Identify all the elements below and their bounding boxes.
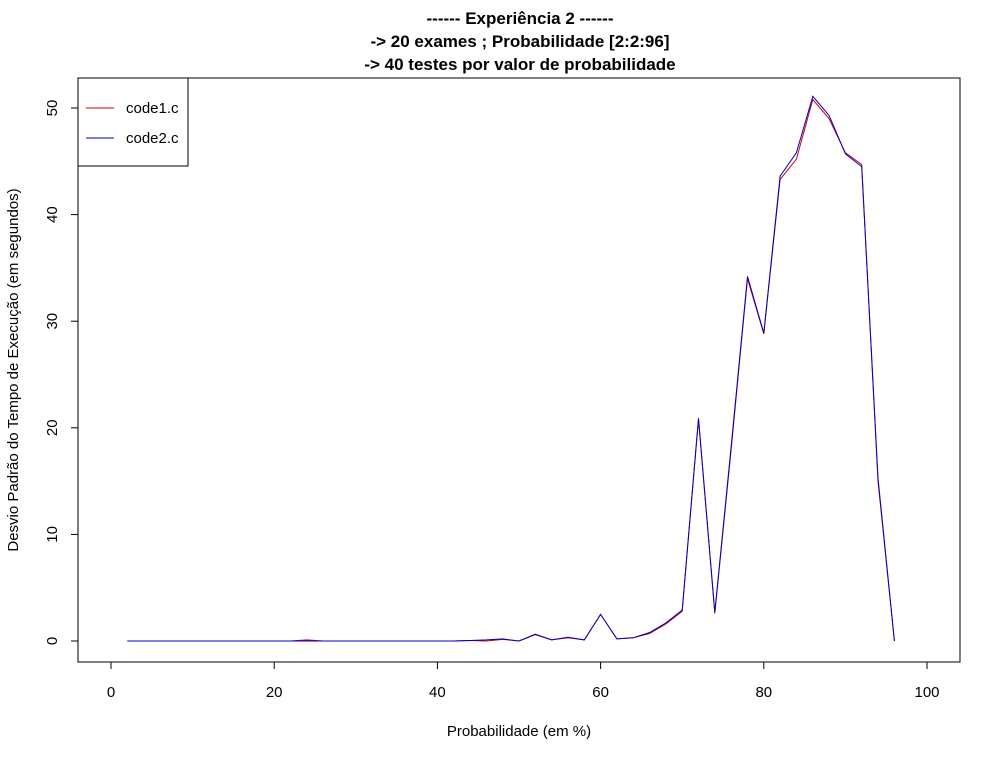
x-axis: 0 20 40 60 80 100 xyxy=(107,661,940,701)
legend: code1.c code2.c xyxy=(77,77,189,167)
legend-box xyxy=(77,77,189,167)
series-line-code2-c xyxy=(127,95,895,642)
y-tick-label: 20 xyxy=(44,419,61,436)
y-tick-label: 50 xyxy=(44,100,61,117)
chart-title: ------ Experiência 2 ------ xyxy=(427,9,614,28)
series-layer xyxy=(127,95,895,642)
plot-frame xyxy=(77,77,961,663)
legend-label-code2: code2.c xyxy=(126,130,179,147)
y-tick-label: 10 xyxy=(44,526,61,543)
x-tick-label: 60 xyxy=(592,684,609,701)
x-tick-label: 100 xyxy=(914,684,939,701)
y-tick-label: 0 xyxy=(44,637,61,645)
x-tick-label: 40 xyxy=(429,684,446,701)
x-tick-label: 20 xyxy=(266,684,283,701)
x-tick-label: 0 xyxy=(107,684,115,701)
x-axis-title: Probabilidade (em %) xyxy=(447,723,591,740)
y-axis: 0 10 20 30 40 50 xyxy=(44,100,79,645)
chart-subtitle-line-1: -> 20 exames ; Probabilidade [2:2:96] xyxy=(370,32,669,51)
legend-label-code1: code1.c xyxy=(126,100,179,117)
y-tick-label: 40 xyxy=(44,206,61,223)
y-axis-title: Desvio Padrão do Tempo de Execução (em s… xyxy=(5,188,22,551)
chart-subtitle-line-2: -> 40 testes por valor de probabilidade xyxy=(364,55,675,74)
y-tick-label: 30 xyxy=(44,313,61,330)
x-tick-label: 80 xyxy=(755,684,772,701)
